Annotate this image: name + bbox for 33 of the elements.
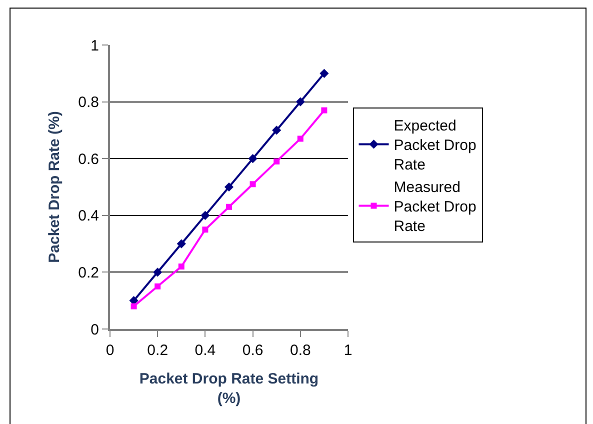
point	[250, 181, 256, 188]
x-tick-label: 0.6	[242, 342, 264, 359]
point	[321, 107, 328, 114]
point	[130, 303, 137, 310]
point	[274, 158, 280, 164]
x-tick-label: 0.4	[194, 342, 216, 359]
point	[248, 154, 258, 164]
point	[176, 239, 186, 248]
x-tick-label: 1	[344, 342, 352, 359]
point	[297, 136, 304, 142]
point	[272, 126, 282, 135]
x-tick-label: 0.2	[147, 342, 168, 359]
point	[153, 268, 162, 277]
point	[202, 226, 208, 233]
y-axis-title: Packet Drop Rate (%)	[46, 111, 63, 263]
y-tick-label: 0.4	[78, 208, 99, 225]
point	[226, 204, 232, 210]
y-tick-label: 0.8	[78, 94, 99, 112]
x-tick-label: 0.8	[290, 342, 311, 359]
point	[296, 97, 305, 106]
y-tick-label: 0	[90, 321, 99, 338]
point	[200, 210, 210, 220]
y-tick-label: 0.2	[78, 264, 99, 282]
x-axis-title: Packet Drop Rate Setting (%)	[139, 370, 319, 407]
legend-label: Measured Packet Drop Rate	[394, 179, 476, 236]
point	[178, 264, 184, 270]
x-tick-label: 0	[106, 342, 114, 359]
y-tick-label: 0.6	[78, 150, 99, 168]
point	[154, 283, 161, 290]
point	[320, 68, 329, 78]
y-tick-label: 1	[90, 37, 99, 54]
point	[224, 182, 234, 192]
legend-label: Expected Packet Drop Rate	[394, 118, 476, 174]
